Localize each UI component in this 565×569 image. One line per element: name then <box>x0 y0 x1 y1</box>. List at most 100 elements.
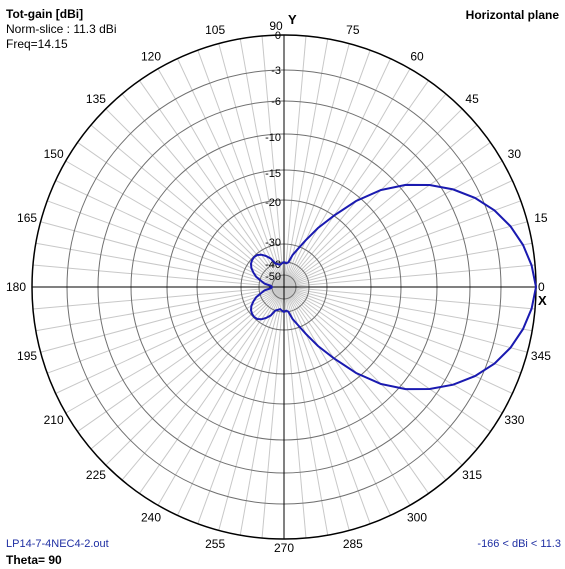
spoke-line <box>261 286 285 539</box>
spoke-line <box>218 43 285 288</box>
spoke-line <box>283 286 429 494</box>
spoke-line <box>283 124 478 288</box>
spoke-line <box>283 286 447 481</box>
spoke-line <box>177 58 285 288</box>
ring-labels: 0 -3 -6 -10 -15 -20 -30 -40-50 <box>265 30 281 283</box>
angle-label: 135 <box>86 92 106 106</box>
angle-label: 240 <box>141 510 161 524</box>
angle-spokes <box>32 35 536 539</box>
spoke-line <box>283 286 491 432</box>
spoke-line <box>283 58 391 288</box>
chart-title: Tot-gain [dBi] <box>6 7 84 21</box>
spoke-line <box>261 35 285 288</box>
spoke-line <box>283 286 521 374</box>
spoke-line <box>40 286 285 353</box>
spoke-line <box>283 286 350 531</box>
spoke-line <box>283 160 503 288</box>
angle-label: 195 <box>17 349 37 363</box>
spoke-line <box>40 221 285 288</box>
spoke-line <box>77 286 285 432</box>
angle-label: 255 <box>205 537 225 551</box>
angle-label: 315 <box>462 468 482 482</box>
angle-label: 300 <box>407 510 427 524</box>
spoke-line <box>283 68 411 288</box>
spoke-line <box>157 68 285 288</box>
angle-label: 90 <box>269 19 283 33</box>
plane-label: Horizontal plane <box>465 8 559 22</box>
file-name: LP14-7-4NEC4-2.out <box>6 538 109 550</box>
ring-label: -30 <box>265 237 281 249</box>
x-axis-label: X <box>538 293 547 308</box>
angle-label: 120 <box>141 50 161 64</box>
angle-label: 180 <box>6 280 26 294</box>
spoke-line <box>283 286 513 394</box>
angle-label: 30 <box>508 147 522 161</box>
angle-label: 60 <box>410 50 424 64</box>
spoke-line <box>283 286 503 414</box>
angle-label: 270 <box>274 541 294 555</box>
spoke-line <box>32 286 285 310</box>
gain-range: -166 < dBi < 11.3 <box>477 538 561 550</box>
spoke-line <box>47 286 285 374</box>
spoke-line <box>283 242 533 288</box>
angle-label: 45 <box>465 92 479 106</box>
spoke-line <box>283 108 463 288</box>
spoke-line <box>55 180 285 288</box>
spoke-line <box>55 286 285 394</box>
spoke-line <box>283 286 478 450</box>
spoke-line <box>283 286 307 539</box>
theta-value: Theta= 90 <box>6 553 62 567</box>
spoke-line <box>157 286 285 506</box>
ring-label: -6 <box>271 96 281 108</box>
ring-label: -50 <box>265 271 281 283</box>
angle-label: 105 <box>205 23 225 37</box>
frequency-text: Freq=14.15 <box>6 37 68 51</box>
spoke-line <box>283 286 391 516</box>
spoke-line <box>283 286 463 466</box>
plot-axes <box>32 35 536 539</box>
spoke-line <box>65 160 285 288</box>
spoke-line <box>65 286 285 414</box>
ring-label: -15 <box>265 168 281 180</box>
spoke-line <box>177 286 285 516</box>
spoke-line <box>139 286 285 494</box>
ring-label: -10 <box>265 132 281 144</box>
spoke-line <box>283 93 447 288</box>
spoke-line <box>218 286 285 531</box>
spoke-line <box>283 142 491 288</box>
spoke-line <box>283 35 307 288</box>
spoke-line <box>283 286 533 332</box>
y-axis-label: Y <box>288 12 297 27</box>
ring-label: -40 <box>265 259 281 271</box>
angle-label: 210 <box>44 413 64 427</box>
angle-label: 75 <box>346 23 360 37</box>
angle-label: 150 <box>44 147 64 161</box>
spoke-line <box>283 180 513 288</box>
spoke-line <box>283 264 536 288</box>
angle-label: 285 <box>343 537 363 551</box>
spoke-line <box>35 286 285 332</box>
spoke-line <box>197 286 285 524</box>
angle-label: 0 <box>538 280 545 294</box>
angle-label: 225 <box>86 468 106 482</box>
spoke-line <box>283 200 521 288</box>
spoke-line <box>35 242 285 288</box>
angle-labels: 0 15 30 45 60 75 90 105 120 135 150 165 180 195 210 225… <box>6 19 551 555</box>
spoke-line <box>239 286 285 536</box>
angle-label: 330 <box>504 413 524 427</box>
spoke-line <box>32 264 285 288</box>
spoke-line <box>283 43 350 288</box>
angle-label: 165 <box>17 211 37 225</box>
spoke-line <box>77 142 285 288</box>
spoke-line <box>283 80 429 288</box>
spoke-line <box>239 38 285 288</box>
ring-label: -20 <box>265 197 281 209</box>
spoke-line <box>47 200 285 288</box>
spoke-line <box>197 50 285 288</box>
spoke-line <box>283 286 329 536</box>
norm-slice-text: Norm-slice : 11.3 dBi <box>6 22 117 36</box>
angle-label: 15 <box>534 211 548 225</box>
spoke-line <box>283 221 528 288</box>
spoke-line <box>283 286 536 310</box>
